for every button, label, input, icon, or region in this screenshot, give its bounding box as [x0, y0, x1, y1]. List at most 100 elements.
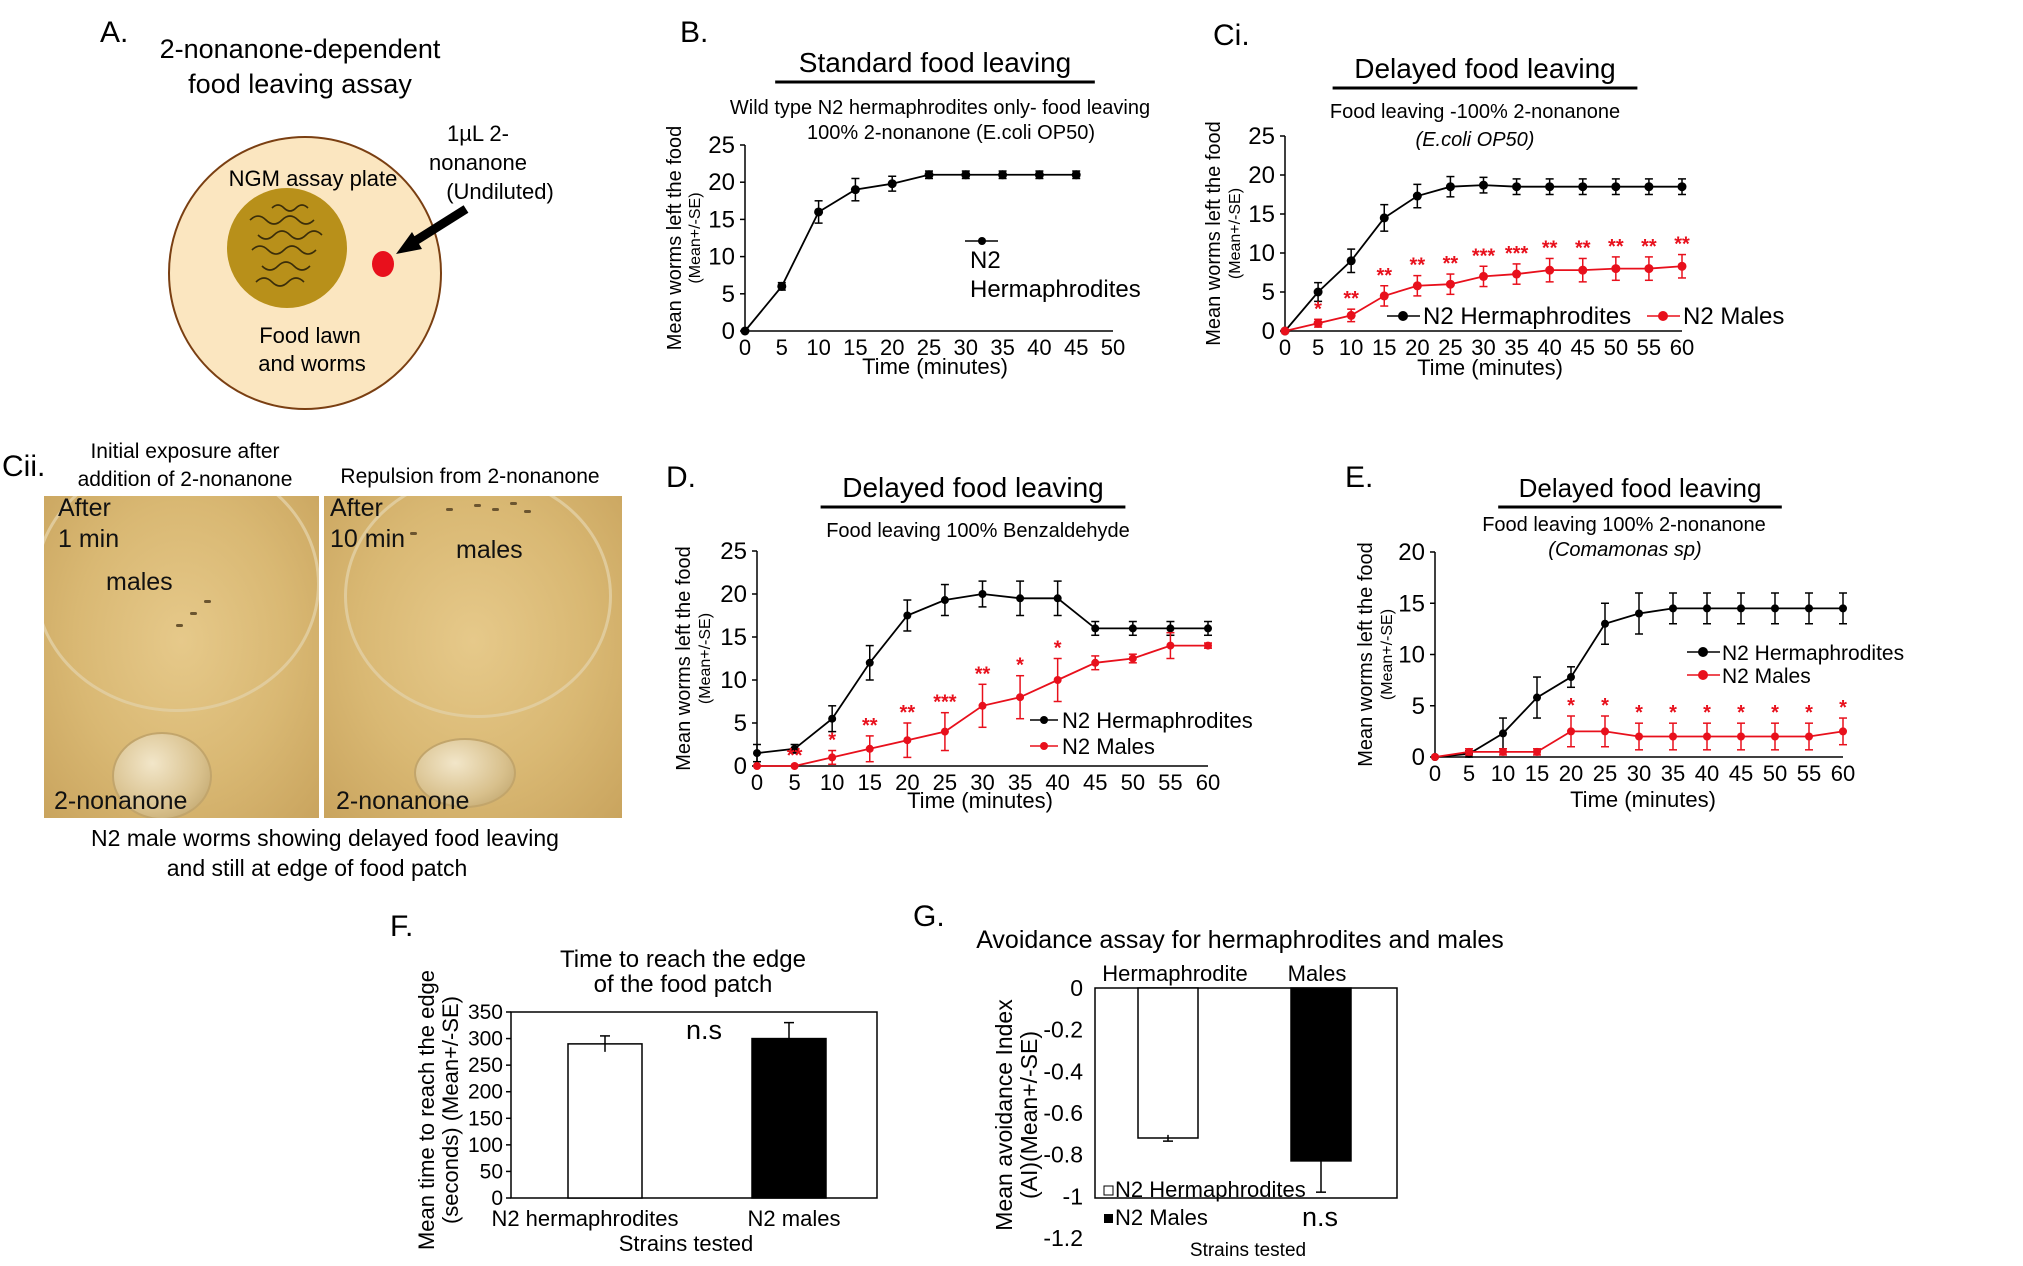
chart-subtitle: Food leaving 100% Benzaldehyde [826, 520, 1130, 542]
chart-title: of the food patch [594, 971, 773, 998]
y-tick-label: 20 [720, 581, 747, 608]
x-tick-label: 30 [1627, 761, 1651, 786]
data-point [1533, 747, 1541, 756]
y-axis-label: (Mean+/-SE) [697, 613, 714, 704]
significance-label: ** [1343, 288, 1359, 310]
bar [567, 1043, 643, 1199]
data-point [1601, 619, 1609, 628]
data-point [1379, 213, 1389, 223]
food-patch-edge [44, 496, 319, 712]
x-tick-label: 15 [1372, 335, 1396, 360]
data-point [1053, 676, 1062, 684]
data-point [1412, 281, 1422, 291]
nonanone-drop [372, 251, 394, 277]
panel-a: A. 2-nonanone-dependent food leaving ass… [100, 16, 554, 410]
x-tick-label: 10 [820, 770, 844, 795]
data-point [1128, 654, 1137, 663]
legend-marker [1040, 742, 1048, 750]
y-tick-label: -0.6 [1043, 1100, 1083, 1126]
y-tick-label: 0 [1412, 744, 1425, 771]
x-tick-label: 15 [1525, 761, 1549, 786]
data-point [1280, 326, 1290, 336]
legend-marker [1398, 311, 1408, 321]
panel-letter-e: E. [1345, 461, 1373, 494]
x-tick-label: 45 [1083, 770, 1107, 795]
y-tick-label: 0 [734, 753, 747, 780]
data-point [1091, 658, 1100, 667]
category-label: Hermaphrodite [1102, 961, 1248, 986]
significance-label: * [1703, 702, 1711, 724]
y-axis-label: (Mean+/-SE) [1379, 609, 1396, 700]
cii-photos: After 1 min males 2-nonanone After 10 mi… [44, 496, 622, 818]
y-tick-label: -1.2 [1043, 1225, 1083, 1251]
cii-caption-right: Repulsion from 2-nonanone [340, 465, 599, 488]
data-point [961, 170, 971, 180]
data-point [1204, 641, 1212, 650]
y-axis-label: Mean worms left the food [673, 546, 695, 771]
data-point [1034, 170, 1044, 180]
significance-label: * [1635, 702, 1643, 724]
legend-marker [978, 237, 986, 245]
significance-label: *** [933, 692, 957, 714]
photo-left-time-1: After [58, 496, 111, 522]
significance-label: ** [1641, 236, 1657, 258]
x-tick-label: 0 [751, 770, 763, 795]
data-point [978, 590, 987, 598]
cii-footer-2: and still at edge of food patch [167, 855, 468, 881]
cii-footer-1: N2 male worms showing delayed food leavi… [91, 825, 559, 851]
x-tick-label: 25 [917, 335, 941, 360]
chart-subtitle: Food leaving -100% 2-nonanone [1330, 101, 1620, 123]
data-point [978, 701, 987, 710]
significance-label: ** [1410, 255, 1426, 277]
x-tick-label: 5 [1312, 335, 1324, 360]
y-tick-label: 5 [1412, 693, 1425, 720]
x-tick-label: 15 [843, 335, 867, 360]
panel-a-title-line1: 2-nonanone-dependent [160, 34, 441, 64]
x-axis-label: Time (minutes) [862, 354, 1008, 379]
y-tick-label: 25 [708, 132, 735, 159]
data-point [1499, 729, 1507, 738]
data-point [1431, 753, 1439, 761]
x-tick-label: 50 [1121, 770, 1145, 795]
legend-swatch [1103, 1185, 1114, 1196]
y-axis-label: (seconds) (Mean+/-SE) [438, 996, 463, 1224]
x-tick-label: 50 [1604, 335, 1628, 360]
drop-label-1: 1µL 2- [447, 121, 509, 146]
y-tick-label: 5 [722, 281, 735, 308]
x-tick-label: 20 [1559, 761, 1583, 786]
data-point [1512, 182, 1522, 192]
x-tick-label: 15 [858, 770, 882, 795]
data-point [1737, 732, 1745, 741]
data-point [865, 744, 874, 753]
x-tick-label: 55 [1637, 335, 1661, 360]
y-tick-label: -1 [1063, 1183, 1083, 1209]
y-axis-label: (Mean+/-SE) [1227, 188, 1244, 279]
data-point [1567, 727, 1575, 736]
x-tick-label: 5 [1463, 761, 1475, 786]
panel-letter-cii: Cii. [2, 450, 45, 483]
chart-ci: Delayed food leaving Food leaving -100% 2… [1203, 53, 1784, 380]
y-tick-label: 20 [1398, 539, 1425, 566]
significance-label: ** [1575, 237, 1591, 259]
chart-subtitle: (Comamonas sp) [1548, 539, 1701, 561]
data-point [1479, 271, 1488, 281]
y-axis-label: Mean worms left the food [1203, 121, 1225, 346]
chart-title: Standard food leaving [799, 47, 1071, 78]
data-point [940, 727, 949, 736]
data-point [740, 326, 750, 336]
chart-title: Delayed food leaving [1519, 473, 1762, 503]
data-point [1204, 624, 1212, 633]
legend-marker [1040, 716, 1048, 724]
data-point [1166, 624, 1175, 633]
photo-left-time-2: 1 min [58, 525, 120, 553]
legend-marker [1698, 647, 1708, 657]
photo-right-source-label: 2-nonanone [336, 787, 470, 815]
data-point [903, 611, 912, 620]
x-tick-label: 25 [1438, 335, 1462, 360]
nonanone-spot [414, 738, 516, 808]
category-label: Males [1288, 961, 1347, 986]
y-axis-label: Mean avoidance Index [991, 999, 1017, 1231]
x-tick-label: 35 [1661, 761, 1685, 786]
significance-annotation: n.s [686, 1015, 722, 1045]
x-tick-label: 45 [1729, 761, 1753, 786]
